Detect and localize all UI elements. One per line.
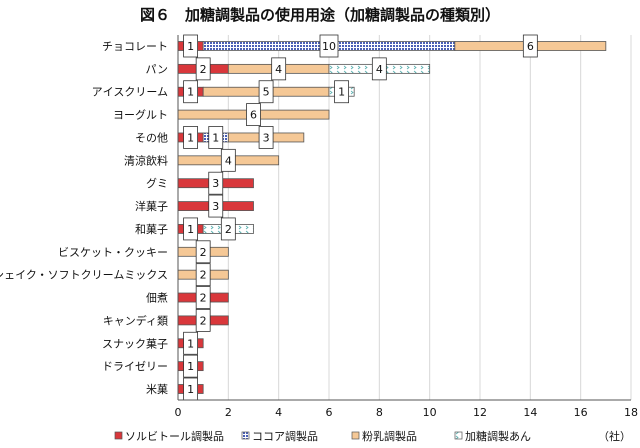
category-label: シェイク・ソフトクリームミックス	[0, 269, 168, 282]
data-label: 10	[322, 40, 336, 53]
x-tick-label: 16	[574, 406, 588, 419]
data-label: 1	[187, 383, 194, 396]
data-label: 2	[200, 292, 207, 305]
category-label: ビスケット・クッキー	[58, 246, 168, 259]
category-label: キャンディ類	[103, 313, 168, 327]
category-label: 和菓子	[135, 223, 168, 236]
data-label: 2	[200, 63, 207, 76]
category-label: 米菓	[146, 383, 168, 396]
data-label: 4	[225, 154, 232, 167]
category-label: グミ	[146, 176, 168, 190]
data-label-box	[258, 126, 274, 149]
data-label-box	[271, 57, 287, 81]
data-label-box	[195, 240, 211, 264]
category-label: パン	[145, 63, 168, 76]
data-label-box	[220, 217, 236, 241]
data-label: 2	[200, 246, 207, 259]
data-label-box	[371, 57, 387, 81]
data-label: 1	[187, 40, 194, 53]
data-label: 1	[187, 131, 194, 144]
legend-swatch	[241, 431, 250, 440]
x-tick-label: 14	[523, 406, 537, 419]
data-label: 1	[187, 337, 194, 350]
data-label: 3	[212, 200, 219, 213]
data-label: 1	[187, 360, 194, 373]
data-label: 5	[263, 86, 270, 99]
category-label: 清涼飲料	[124, 153, 168, 167]
data-label-box	[334, 80, 349, 104]
data-label-box	[246, 103, 261, 126]
category-label: その他	[135, 131, 168, 144]
data-label: 1	[212, 131, 219, 144]
category-label: アイスクリーム	[92, 86, 168, 99]
data-label: 4	[275, 63, 282, 76]
data-label-box	[258, 80, 274, 104]
data-label: 2	[200, 269, 207, 282]
category-label: 洋菓子	[135, 199, 168, 213]
legend-label: ココア調製品	[252, 429, 318, 443]
x-tick-label: 6	[326, 406, 333, 419]
data-label-box	[208, 194, 224, 218]
data-label: 4	[376, 63, 383, 76]
data-label: 2	[225, 223, 232, 236]
data-label-box	[208, 126, 224, 149]
data-label-box	[195, 263, 211, 287]
legend-swatch	[114, 431, 123, 440]
data-label-box	[208, 171, 224, 195]
data-label-box	[183, 80, 198, 104]
data-label-box	[183, 354, 198, 378]
data-label-box	[195, 286, 211, 309]
data-label: 6	[250, 109, 257, 122]
data-label-box	[195, 308, 211, 332]
legend-swatch	[351, 431, 360, 440]
legend-label: ソルビトール調製品	[125, 429, 224, 443]
data-label-box	[183, 126, 198, 149]
data-label: 1	[187, 223, 194, 236]
x-tick-label: 4	[275, 406, 282, 419]
data-label-box	[183, 217, 198, 241]
x-tick-label: 0	[175, 406, 182, 419]
x-tick-label: 12	[473, 406, 487, 419]
x-tick-label: 10	[423, 406, 437, 419]
data-label-box	[195, 57, 211, 81]
data-label-box	[183, 34, 198, 58]
category-label: ヨーグルト	[113, 108, 168, 122]
data-label-box	[183, 331, 198, 355]
data-label: 3	[263, 131, 270, 144]
category-label: スナック菓子	[102, 337, 168, 350]
x-tick-label: 2	[225, 406, 232, 419]
x-tick-label: 18	[624, 406, 638, 419]
data-label: 3	[212, 177, 219, 190]
data-label: 2	[200, 314, 207, 327]
category-label: ドライゼリー	[102, 360, 168, 373]
data-label: 1	[187, 86, 194, 99]
legend-swatch	[454, 431, 463, 440]
data-label: 6	[527, 40, 534, 53]
category-label: チョコレート	[102, 40, 168, 53]
x-tick-label: 8	[376, 406, 383, 419]
data-label-box	[522, 34, 538, 58]
x-axis-label: （社）	[598, 429, 631, 443]
legend-label: 粉乳調製品	[362, 429, 417, 443]
legend: ソルビトール調製品 ココア調製品 粉乳調製品 加糖調製あん	[114, 429, 531, 443]
category-label: 佃煮	[146, 292, 168, 305]
chart-title: 図６ 加糖調製品の使用用途（加糖調製品の種類別）	[140, 6, 500, 24]
legend-label: 加糖調製あん	[465, 429, 531, 443]
data-label: 1	[338, 86, 345, 99]
data-label-box	[220, 148, 236, 172]
data-label-box	[319, 34, 339, 58]
